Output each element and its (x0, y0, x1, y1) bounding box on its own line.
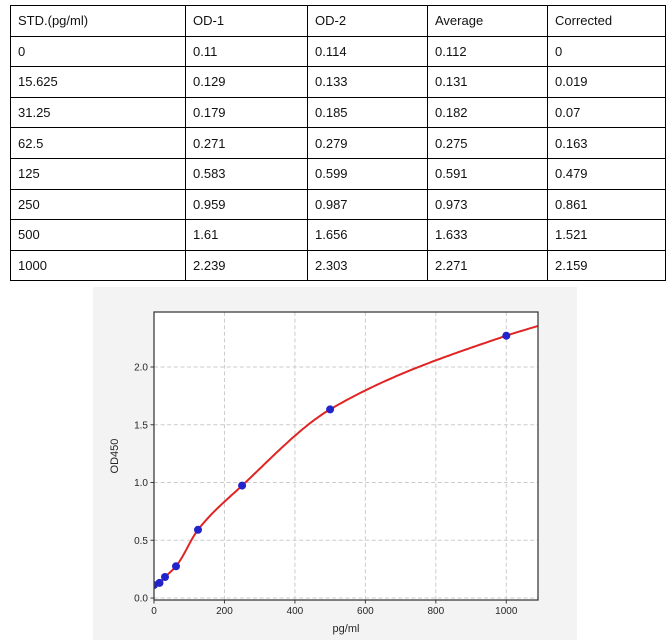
table-cell: 0.112 (427, 35, 548, 68)
table-header-row: STD.(pg/ml) OD-1 OD-2 Average Corrected (10, 5, 666, 37)
table-cell: 31.25 (10, 96, 186, 129)
table-header-cell: Corrected (547, 5, 666, 37)
x-tick-label: 800 (427, 606, 444, 617)
table-row: 125 0.583 0.599 0.591 0.479 (10, 157, 666, 190)
fit-curve (154, 325, 538, 587)
table-header-cell: OD-2 (307, 5, 428, 37)
table-cell: 0.129 (185, 66, 308, 98)
table-cell: 0.959 (185, 188, 308, 221)
table-cell: 0.185 (307, 96, 428, 129)
data-point (326, 405, 335, 414)
x-tick-label: 400 (287, 606, 304, 617)
data-point (155, 578, 164, 587)
table-cell: 0.182 (427, 96, 548, 129)
table-cell: 0.114 (307, 35, 428, 68)
table-cell: 0.179 (185, 96, 308, 129)
table-cell: 250 (10, 188, 186, 221)
table-header-cell: OD-1 (185, 5, 308, 37)
y-tick-label: 2.0 (134, 362, 148, 373)
table-row: 1000 2.239 2.303 2.271 2.159 (10, 249, 666, 282)
data-point (161, 573, 169, 581)
table-cell: 0.987 (307, 188, 428, 221)
table-cell: 2.271 (427, 249, 548, 282)
standard-curve-figure: 0 200 400 600 800 1000 0.0 0.5 1.0 1.5 2.0 pg/ml OD4… (93, 287, 577, 640)
table-row: 500 1.61 1.656 1.633 1.521 (10, 219, 666, 251)
table-cell: 2.239 (185, 249, 308, 282)
plot-area (154, 312, 538, 600)
data-point (238, 481, 247, 490)
table-cell: 0.07 (547, 96, 666, 129)
x-axis-label: pg/ml (333, 623, 360, 635)
table-cell: 125 (10, 157, 186, 190)
table-cell: 0.133 (307, 66, 428, 98)
table-cell: 0.271 (185, 127, 308, 159)
table-cell: 0.163 (547, 127, 666, 159)
table-row: 31.25 0.179 0.185 0.182 0.07 (10, 96, 666, 129)
standard-curve-chart: 0 200 400 600 800 1000 0.0 0.5 1.0 1.5 2.0 pg/ml OD4… (93, 287, 577, 640)
table-cell: 2.159 (547, 249, 666, 282)
data-point (172, 562, 180, 571)
table-cell: 0.599 (307, 157, 428, 190)
data-points (154, 331, 511, 590)
y-tick-label: 0.0 (134, 594, 148, 605)
y-tick-label: 1.0 (134, 478, 148, 489)
table-cell: 0.479 (547, 157, 666, 190)
x-tick-label: 0 (151, 606, 157, 617)
table-cell: 0.275 (427, 127, 548, 159)
x-tick-label: 1000 (495, 606, 518, 617)
table-cell: 2.303 (307, 249, 428, 282)
table-cell: 1.633 (427, 219, 548, 251)
x-tick-label: 600 (357, 606, 374, 617)
data-point (502, 331, 511, 340)
table-cell: 1.521 (547, 219, 666, 251)
table-header-cell: Average (427, 5, 548, 37)
table-cell: 0.019 (547, 66, 666, 98)
table-cell: 0.591 (427, 157, 548, 190)
table-cell: 0.861 (547, 188, 666, 221)
table-cell: 1.656 (307, 219, 428, 251)
y-tick-label: 0.5 (134, 536, 148, 547)
y-axis-label: OD450 (109, 439, 121, 474)
table-cell: 0 (547, 35, 666, 68)
table-cell: 0.11 (185, 35, 308, 68)
table-cell: 62.5 (10, 127, 186, 159)
table-cell: 0 (10, 35, 186, 68)
data-point (194, 525, 202, 534)
table-cell: 0.279 (307, 127, 428, 159)
standards-table: STD.(pg/ml) OD-1 OD-2 Average Corrected 0 0.11… (10, 5, 666, 282)
table-cell: 0.131 (427, 66, 548, 98)
table-cell: 1.61 (185, 219, 308, 251)
table-row: 62.5 0.271 0.279 0.275 0.163 (10, 127, 666, 159)
table-header-cell: STD.(pg/ml) (10, 5, 186, 37)
table-cell: 500 (10, 219, 186, 251)
table-cell: 0.973 (427, 188, 548, 221)
table-row: 15.625 0.129 0.133 0.131 0.019 (10, 66, 666, 98)
table-row: 0 0.11 0.114 0.112 0 (10, 35, 666, 68)
table-cell: 15.625 (10, 66, 186, 98)
y-tick-label: 1.5 (134, 420, 148, 431)
plot-border (153, 311, 539, 601)
table-cell: 0.583 (185, 157, 308, 190)
table-cell: 1000 (10, 249, 186, 282)
x-tick-label: 200 (216, 606, 233, 617)
table-row: 250 0.959 0.987 0.973 0.861 (10, 188, 666, 221)
